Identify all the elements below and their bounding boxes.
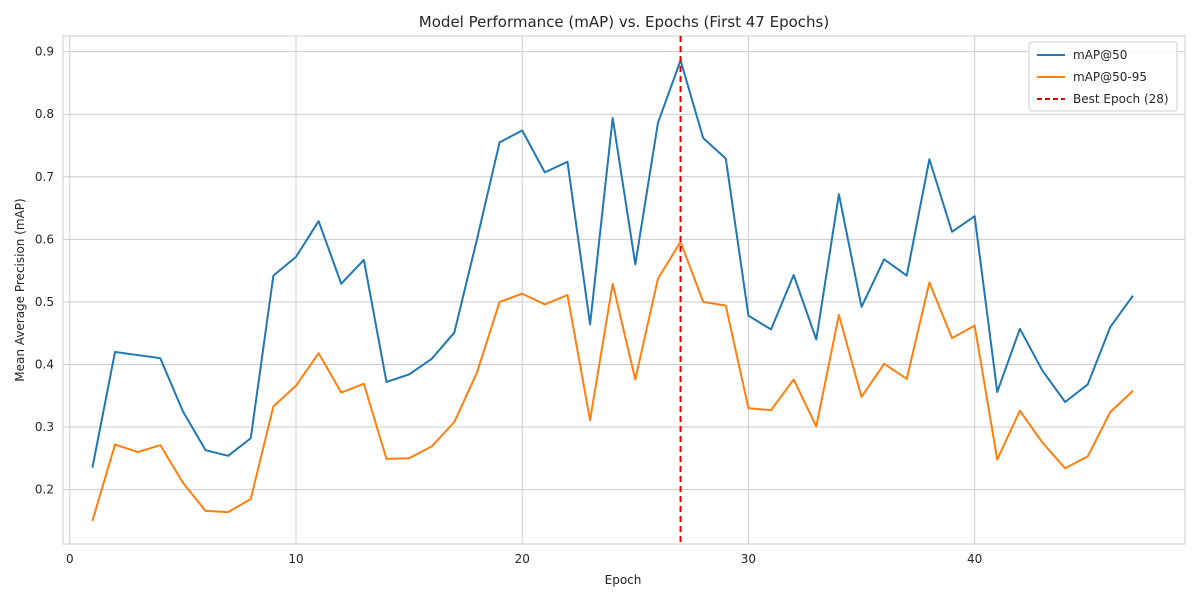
y-tick-label: 0.7 — [35, 170, 54, 184]
legend-item-map50-95: mAP@50-95 — [1037, 70, 1147, 84]
legend-item-best-epoch: Best Epoch (28) — [1037, 92, 1169, 106]
legend-label: mAP@50 — [1073, 48, 1127, 62]
legend-box — [1028, 41, 1178, 112]
x-tick-label: 10 — [288, 552, 303, 566]
y-tick-label: 0.5 — [35, 295, 54, 309]
series-line-map50-95 — [91, 240, 1134, 522]
y-tick-label: 0.4 — [35, 357, 54, 371]
y-tick-label: 0.2 — [35, 483, 54, 497]
x-axis-title: Epoch — [605, 573, 642, 587]
x-gridlines — [69, 36, 976, 544]
x-tick-label: 30 — [741, 552, 756, 566]
legend-item-map50: mAP@50 — [1037, 48, 1127, 62]
legend-label: mAP@50-95 — [1073, 70, 1147, 84]
series-line-map50 — [91, 59, 1134, 468]
y-tick-label: 0.9 — [35, 45, 54, 59]
y-axis-title: Mean Average Precision (mAP) — [13, 198, 27, 381]
x-tick-label: 40 — [967, 552, 982, 566]
x-tick-labels: 0 10 20 30 40 — [66, 552, 982, 566]
y-tick-label: 0.6 — [35, 232, 54, 246]
y-tick-labels: 0.2 0.3 0.4 0.5 0.6 0.7 0.8 0.9 — [35, 45, 54, 497]
y-tick-label: 0.8 — [35, 107, 54, 121]
legend-label: Best Epoch (28) — [1073, 92, 1169, 106]
y-tick-label: 0.3 — [35, 420, 54, 434]
y-gridlines — [63, 51, 1185, 491]
x-tick-label: 0 — [66, 552, 74, 566]
chart-title: Model Performance (mAP) vs. Epochs (Firs… — [419, 13, 829, 31]
plot-area-frame — [62, 35, 1186, 545]
x-tick-label: 20 — [515, 552, 530, 566]
legend: mAP@50 mAP@50-95 Best Epoch (28) — [1028, 41, 1178, 112]
series-layer — [91, 59, 1134, 522]
